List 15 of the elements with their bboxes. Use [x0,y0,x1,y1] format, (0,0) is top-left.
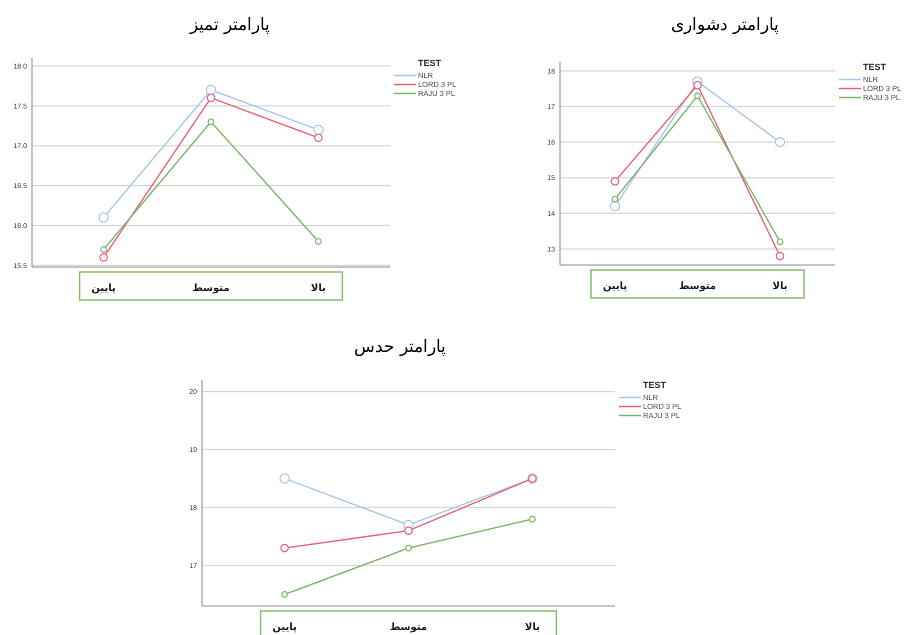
chart-title: پارامتر تمیز [188,15,270,35]
legend-title: TEST [863,62,887,72]
x-tick-label: متوسط [678,281,716,292]
x-tick-label: پایین [602,281,628,292]
legend-title: TEST [643,380,667,390]
x-tick-label: پایین [272,622,298,633]
x-tick-label: پایین [91,283,116,294]
legend-title: TEST [418,58,442,68]
x-tick-label: بالا [524,622,540,633]
chart-title: پارامتر حدس [354,337,446,357]
chart-title: پارامتر دشواری [670,15,780,35]
x-tick-label: متوسط [390,622,428,633]
x-tick-label: متوسط [192,283,230,294]
x-tick-label: بالا [772,281,788,292]
x-tick-label: بالا [310,283,326,294]
